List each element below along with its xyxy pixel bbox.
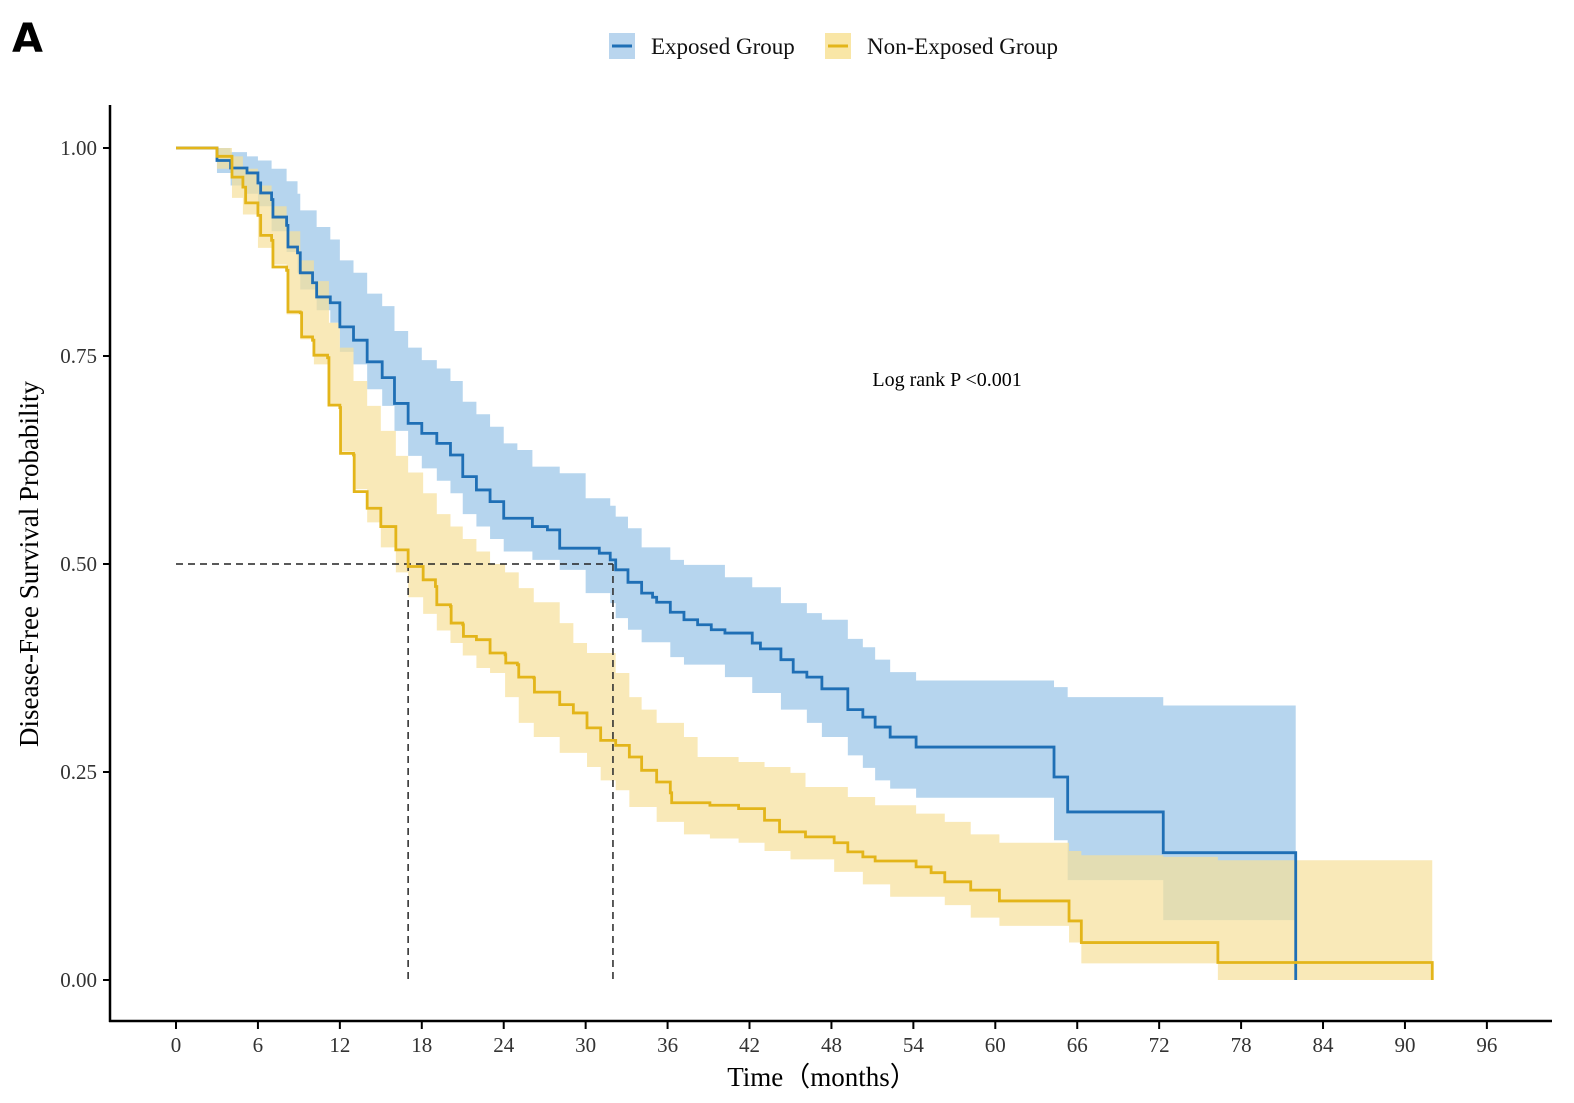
- x-tick-label: 36: [657, 1033, 678, 1057]
- x-tick-label: 30: [575, 1033, 596, 1057]
- x-tick-label: 42: [739, 1033, 760, 1057]
- y-tick-label: 1.00: [60, 136, 97, 160]
- survival-curve-exposed: [176, 146, 1298, 980]
- axes: 0.00 0.25 0.50 0.75 1.00 0 6 12 18 24 30 36 42 48 54 6…: [60, 105, 1552, 1057]
- survival-curves: [176, 146, 1434, 980]
- y-tick-label: 0.50: [60, 552, 97, 576]
- x-axis-label: Time（months）: [727, 1062, 917, 1092]
- median-lines: [176, 563, 614, 980]
- y-tick-label: 0.75: [60, 344, 97, 368]
- y-tick-label: 0.25: [60, 760, 97, 784]
- y-ticks: 0.00 0.25 0.50 0.75 1.00: [60, 136, 110, 992]
- x-tick-label: 84: [1313, 1033, 1335, 1057]
- legend-label-non-exposed: Non-Exposed Group: [867, 34, 1058, 59]
- log-rank-annotation: Log rank P <0.001: [872, 369, 1021, 391]
- x-tick-label: 12: [329, 1033, 350, 1057]
- ci-band-exposed: [176, 148, 1296, 921]
- x-tick-label: 90: [1394, 1033, 1415, 1057]
- x-tick-label: 96: [1476, 1033, 1497, 1057]
- y-tick-label: 0.00: [60, 968, 97, 992]
- panel-label: A: [12, 16, 43, 62]
- legend-label-exposed: Exposed Group: [651, 34, 795, 59]
- x-ticks: 0 6 12 18 24 30 36 42 48 54 60 66 72 78 84 90 96: [171, 1021, 1497, 1057]
- x-tick-label: 24: [493, 1033, 515, 1057]
- legend: Exposed Group Non-Exposed Group: [609, 33, 1058, 59]
- x-tick-label: 48: [821, 1033, 842, 1057]
- x-tick-label: 0: [171, 1033, 182, 1057]
- confidence-bands: [176, 148, 1433, 980]
- x-tick-label: 54: [903, 1033, 925, 1057]
- x-tick-label: 78: [1231, 1033, 1252, 1057]
- x-tick-label: 60: [985, 1033, 1006, 1057]
- x-tick-label: 6: [253, 1033, 264, 1057]
- legend-item-non-exposed: Non-Exposed Group: [825, 33, 1058, 59]
- x-tick-label: 72: [1149, 1033, 1170, 1057]
- x-tick-label: 66: [1067, 1033, 1088, 1057]
- legend-item-exposed: Exposed Group: [609, 33, 795, 59]
- x-tick-label: 18: [411, 1033, 432, 1057]
- ci-band-non-exposed: [176, 148, 1433, 980]
- survival-curve-non-exposed: [176, 146, 1434, 980]
- y-axis-label: Disease-Free Survival Probability: [14, 381, 44, 747]
